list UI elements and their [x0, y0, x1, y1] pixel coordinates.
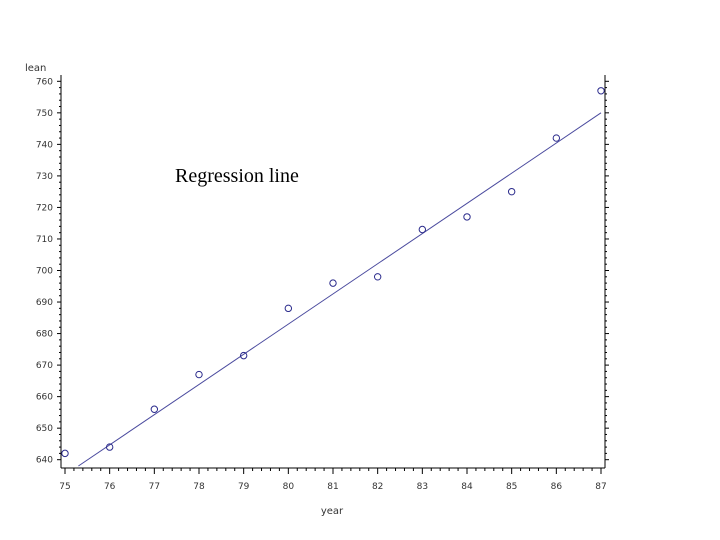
y-tick-label: 720 — [36, 203, 53, 213]
data-point — [239, 351, 248, 360]
x-axis-ticks: 75 76 77 78 79 80 81 82 83 84 85 86 87 — [59, 468, 607, 492]
y-tick-label: 650 — [36, 424, 53, 434]
y-tick-label: 760 — [36, 77, 53, 87]
y-tick-label: 640 — [36, 456, 53, 466]
x-tick-label: 75 — [59, 482, 70, 492]
y-tick-label: 680 — [36, 330, 53, 340]
y-axis-label: lean — [25, 63, 46, 74]
data-point — [284, 304, 293, 313]
data-point — [418, 225, 427, 234]
axes — [60, 75, 606, 469]
data-point — [373, 273, 382, 281]
x-tick-label: 82 — [372, 482, 383, 492]
y-tick-label: 710 — [36, 235, 53, 245]
x-axis-label: year — [321, 506, 344, 517]
x-tick-label: 83 — [417, 482, 428, 492]
x-tick-label: 80 — [283, 482, 295, 492]
data-point — [552, 134, 561, 142]
data-point — [329, 279, 337, 287]
x-tick-label: 85 — [506, 482, 517, 492]
regression-line-group — [78, 112, 602, 467]
y-tick-label: 750 — [36, 109, 53, 119]
data-point — [597, 87, 605, 95]
y-tick-label: 740 — [36, 140, 53, 150]
data-points — [61, 87, 605, 458]
x-tick-label: 76 — [104, 482, 116, 492]
y-tick-label: 660 — [36, 393, 53, 403]
x-tick-label: 81 — [327, 482, 338, 492]
data-point — [507, 187, 516, 196]
data-point — [150, 405, 159, 413]
x-tick-label: 78 — [193, 482, 205, 492]
x-tick-label: 87 — [595, 482, 606, 492]
y-tick-label: 730 — [36, 172, 53, 182]
y-tick-label: 700 — [36, 267, 53, 277]
data-point — [105, 443, 114, 451]
x-tick-label: 84 — [461, 482, 473, 492]
regression-line — [78, 112, 602, 467]
data-point — [61, 449, 69, 458]
x-tick-label: 79 — [238, 482, 250, 492]
regression-line-annotation: Regression line — [175, 165, 299, 187]
y-tick-label: 690 — [36, 298, 53, 308]
y-tick-label: 670 — [36, 361, 53, 371]
x-tick-label: 77 — [149, 482, 160, 492]
data-point — [195, 370, 203, 379]
x-tick-label: 86 — [551, 482, 563, 492]
y-axis-ticks: 640 650 660 670 680 690 700 710 720 730 740 750 760 — [36, 77, 609, 466]
data-point — [463, 213, 471, 221]
